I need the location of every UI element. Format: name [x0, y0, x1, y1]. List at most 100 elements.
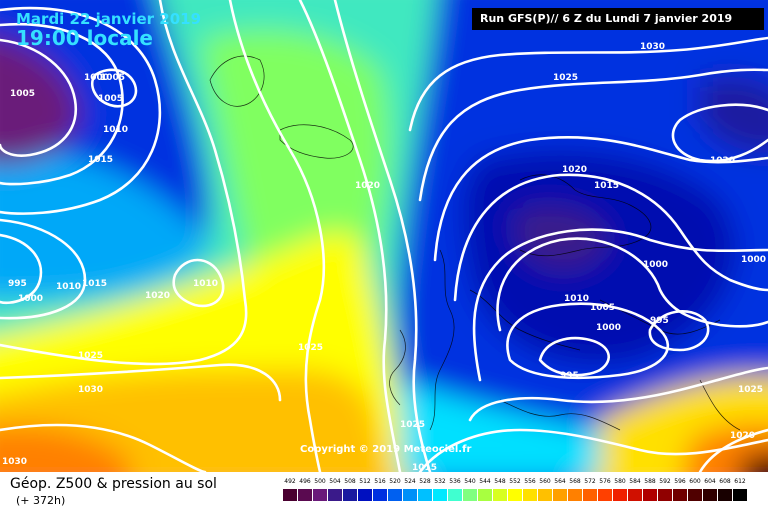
legend-label: 584 — [629, 478, 641, 485]
isobar-label: 995 — [650, 316, 669, 326]
map-header: Mardi 22 janvier 2019 19:00 locale — [16, 10, 201, 50]
legend-swatch — [433, 489, 447, 501]
isobar-label: 1020 — [710, 156, 735, 166]
isobar-label: 1030 — [640, 42, 665, 52]
legend-swatch — [388, 489, 402, 501]
isobar-label: 995 — [8, 279, 27, 289]
isobar-label: 1000 — [741, 255, 766, 265]
isobar-label: 1025 — [298, 343, 323, 353]
legend-swatch — [403, 489, 417, 501]
footer: Géop. Z500 & pression au sol (+ 372h) 49… — [0, 472, 768, 512]
isobar-label: 1025 — [78, 351, 103, 361]
legend-label: 592 — [659, 478, 671, 485]
legend-label: 508 — [344, 478, 356, 485]
legend-swatch — [733, 489, 747, 501]
legend-swatch — [658, 489, 672, 501]
isobar-label: 1015 — [594, 181, 619, 191]
forecast-time: 19:00 locale — [16, 26, 153, 50]
legend-swatch — [478, 489, 492, 501]
legend-swatch — [448, 489, 462, 501]
legend-label: 532 — [434, 478, 446, 485]
legend-label: 544 — [479, 478, 491, 485]
legend-swatch — [343, 489, 357, 501]
legend-swatch — [418, 489, 432, 501]
isobar-label: 1025 — [400, 420, 425, 430]
legend-label: 612 — [734, 478, 746, 485]
isobar-label: 1010 — [56, 282, 81, 292]
color-scale-legend: 492 496 500 504 508 512 516 520 524 528 532 536 540 5… — [282, 478, 752, 508]
legend-swatch — [628, 489, 642, 501]
legend-swatch — [583, 489, 597, 501]
legend-label: 496 — [299, 478, 311, 485]
run-info: Run GFS(P)// 6 Z du Lundi 7 janvier 2019 — [472, 8, 764, 30]
isobar-label: 1005 — [10, 89, 35, 99]
isobar-label: 1010 — [103, 125, 128, 135]
legend-swatch — [718, 489, 732, 501]
isobar-label: 1005 — [98, 94, 123, 104]
isobar-label: 1000 — [84, 73, 109, 83]
isobar-label: 1015 — [88, 155, 113, 165]
forecast-date: Mardi 22 janvier 2019 — [16, 10, 202, 28]
legend-swatch — [673, 489, 687, 501]
legend-swatch — [598, 489, 612, 501]
legend-label: 536 — [449, 478, 461, 485]
isobar-label: 1020 — [355, 181, 380, 191]
isobar-label: 1030 — [78, 385, 103, 395]
legend-swatch — [283, 489, 297, 501]
isobars — [0, 0, 768, 472]
legend-label: 524 — [404, 478, 416, 485]
isobar-label: 1030 — [2, 457, 27, 467]
isobar-label: 1005 — [100, 73, 125, 83]
isobar-label: 1020 — [145, 291, 170, 301]
isobar-label: 995 — [560, 371, 579, 381]
map-canvas: 1005 1000 1005 1005 1010 1015 995 1000 1… — [0, 0, 768, 472]
legend-label: 596 — [674, 478, 686, 485]
legend-swatch — [538, 489, 552, 501]
isobar-label: 1000 — [596, 323, 621, 333]
legend-label: 608 — [719, 478, 731, 485]
legend-label: 516 — [374, 478, 386, 485]
legend-swatch — [493, 489, 507, 501]
legend-label: 512 — [359, 478, 371, 485]
legend-label: 564 — [554, 478, 566, 485]
isobar-label: 1020 — [730, 431, 755, 441]
geopotential-field — [0, 0, 768, 472]
isobar-label: 1010 — [193, 279, 218, 289]
legend-swatch — [373, 489, 387, 501]
isobar-label: 1015 — [412, 463, 437, 472]
legend-label: 568 — [569, 478, 581, 485]
legend-swatch — [328, 489, 342, 501]
isobar-label: 1015 — [82, 279, 107, 289]
legend-swatch — [358, 489, 372, 501]
isobar-label: 1010 — [564, 294, 589, 304]
isobar-label: 1000 — [18, 294, 43, 304]
legend-label: 548 — [494, 478, 506, 485]
copyright: Copyright © 2019 Meteociel.fr — [300, 444, 472, 455]
legend-swatch — [508, 489, 522, 501]
isobar-labels: 1005 1000 1005 1005 1010 1015 995 1000 1… — [2, 42, 766, 472]
forecast-range: (+ 372h) — [16, 494, 66, 507]
legend-swatch — [688, 489, 702, 501]
legend-swatch — [613, 489, 627, 501]
legend-swatch — [463, 489, 477, 501]
legend-label: 552 — [509, 478, 521, 485]
isobar-label: 1005 — [590, 303, 615, 313]
legend-swatch — [643, 489, 657, 501]
weather-map: 1005 1000 1005 1005 1010 1015 995 1000 1… — [0, 0, 768, 472]
legend-label: 576 — [599, 478, 611, 485]
isobar-label: 1020 — [562, 165, 587, 175]
legend-label: 540 — [464, 478, 476, 485]
chart-title: Géop. Z500 & pression au sol — [10, 476, 217, 492]
legend-label: 556 — [524, 478, 536, 485]
legend-swatch — [703, 489, 717, 501]
legend-label: 528 — [419, 478, 431, 485]
legend-swatch — [568, 489, 582, 501]
legend-label: 604 — [704, 478, 716, 485]
isobar-label: 1025 — [738, 385, 763, 395]
isobar-label: 1000 — [643, 260, 668, 270]
legend-swatch — [313, 489, 327, 501]
legend-swatch — [523, 489, 537, 501]
legend-swatch — [298, 489, 312, 501]
isobar-label: 1025 — [553, 73, 578, 83]
legend-label: 580 — [614, 478, 626, 485]
